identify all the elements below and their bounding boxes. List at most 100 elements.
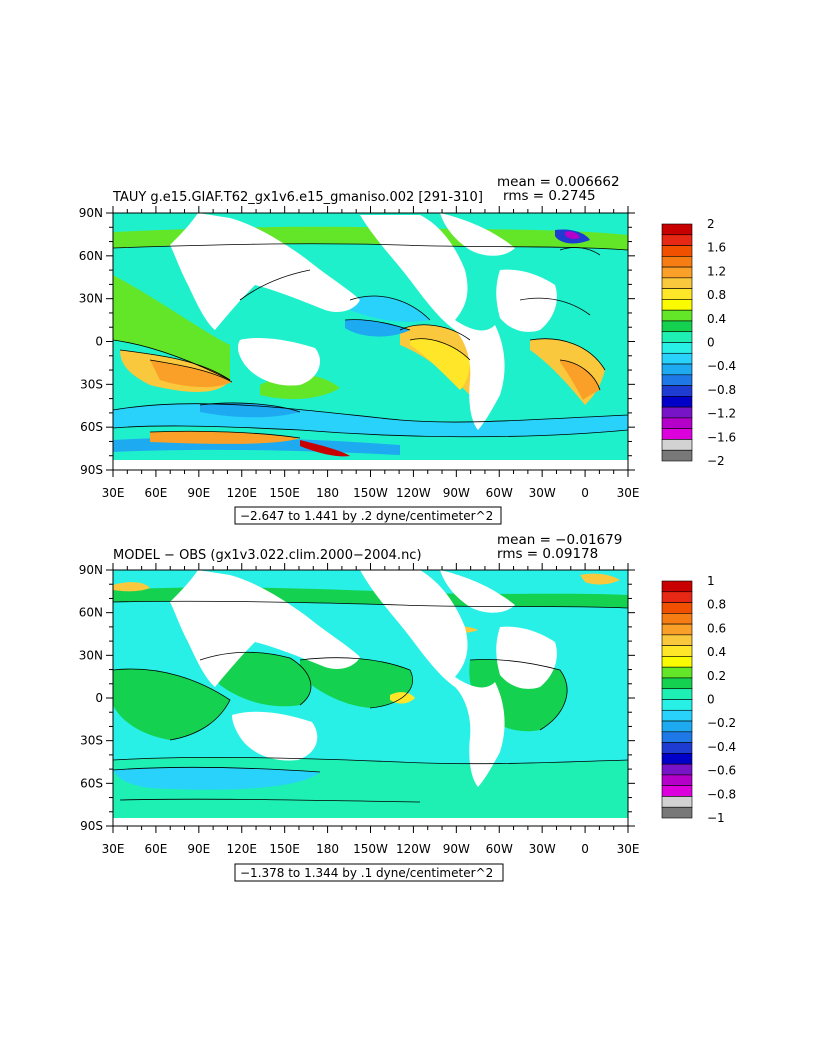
- top-mean-label: mean = 0.006662: [497, 174, 620, 190]
- top-colorbar-label: −1.2: [707, 407, 736, 421]
- bottom-colorbar-label: 0.6: [707, 621, 726, 635]
- top-colorbar-swatch: [661, 245, 693, 257]
- bottom-colorbar-swatch: [661, 580, 693, 593]
- top-colorbar-swatch: [661, 331, 693, 343]
- bottom-colorbar-swatch: [661, 774, 693, 786]
- top-range-box: [234, 506, 502, 525]
- top-colorbar: 2 1.6 1.2 0.8 0.4 0 −0.4 −0.8 −1.2 −1.6 −2: [661, 217, 736, 468]
- bottom-colorbar-swatch: [661, 699, 693, 711]
- bottom-lon-label: 120W: [396, 842, 431, 856]
- top-colorbar-swatch: [661, 234, 693, 246]
- top-colorbar-swatch: [661, 352, 693, 365]
- top-rms-label: rms = 0.2745: [503, 188, 596, 204]
- top-lon-label: 150E: [269, 486, 300, 500]
- bottom-colorbar-label: 0: [707, 693, 715, 707]
- bottom-colorbar-label: −1: [707, 811, 725, 825]
- top-latitude-axis: 90N 60N 30N 0 30S 60S 90S: [79, 206, 635, 477]
- bottom-colorbar-swatch: [661, 591, 693, 603]
- bottom-colorbar-swatch: [661, 656, 693, 668]
- bottom-lat-label: 60S: [80, 776, 103, 790]
- bottom-map-title: MODEL − OBS (gx1v3.022.clim.2000−2004.nc…: [113, 548, 422, 563]
- bottom-colorbar-label: 1: [707, 574, 715, 588]
- top-colorbar-label: 0: [707, 336, 715, 350]
- top-lon-label: 30E: [102, 486, 125, 500]
- top-lon-label: 180: [316, 486, 339, 500]
- bottom-lon-label: 60W: [486, 842, 513, 856]
- top-colorbar-swatch: [661, 266, 693, 279]
- bottom-colorbar-swatch: [661, 753, 693, 765]
- bottom-lon-label: 30W: [529, 842, 556, 856]
- bottom-colorbar-swatch: [661, 806, 693, 819]
- top-colorbar-swatch: [661, 449, 693, 462]
- bottom-colorbar-swatch: [661, 720, 693, 733]
- top-colorbar-label: 1.2: [707, 264, 726, 278]
- bottom-colorbar-label: −0.2: [707, 716, 736, 730]
- bottom-colorbar-swatch: [661, 742, 693, 754]
- bottom-lat-label: 0: [95, 691, 103, 705]
- bottom-lon-label: 90E: [187, 842, 210, 856]
- bottom-colorbar-swatch: [661, 785, 693, 797]
- bottom-lat-label: 30N: [79, 648, 103, 662]
- bottom-colorbar-label: 0.2: [707, 669, 726, 683]
- bottom-colorbar-label: 0.8: [707, 598, 726, 612]
- top-range-label: −2.647 to 1.441 by .2 dyne/centimeter^2: [240, 509, 493, 523]
- bottom-lon-label: 180: [316, 842, 339, 856]
- top-colorbar-label: 0.8: [707, 288, 726, 302]
- bottom-lat-label: 90N: [79, 563, 103, 577]
- bottom-range-box: [234, 863, 504, 882]
- top-colorbar-label: 1.6: [707, 241, 726, 255]
- top-colorbar-swatch: [661, 288, 693, 300]
- top-colorbar-swatch: [661, 417, 693, 429]
- bottom-colorbar-swatch: [661, 613, 693, 625]
- bottom-colorbar-swatch: [661, 763, 693, 776]
- bottom-lat-label: 30S: [80, 734, 103, 748]
- bottom-rms-label: rms = 0.09178: [497, 546, 598, 562]
- top-lon-label: 90W: [443, 486, 470, 500]
- top-lat-label: 60S: [80, 420, 103, 434]
- bottom-lon-label: 30E: [102, 842, 125, 856]
- bottom-map-plot: [112, 569, 629, 827]
- bottom-lon-label: 0: [581, 842, 589, 856]
- top-lat-label: 90S: [80, 463, 103, 477]
- top-lat-label: 90N: [79, 206, 103, 220]
- top-colorbar-swatch: [661, 342, 693, 354]
- top-map-panel: TAUY g.e15.GIAF.T62_gx1v6.e15_gmaniso.00…: [79, 174, 736, 525]
- top-colorbar-swatch: [661, 256, 693, 268]
- top-lon-label: 90E: [187, 486, 210, 500]
- bottom-colorbar-label: −0.8: [707, 787, 736, 801]
- bottom-colorbar-swatch: [661, 666, 693, 679]
- top-colorbar-label: 0.4: [707, 312, 726, 326]
- bottom-lon-label: 120E: [227, 842, 258, 856]
- top-lon-label: 60W: [486, 486, 513, 500]
- top-lat-label: 30N: [79, 292, 103, 306]
- bottom-longitude-axis: 30E 60E 90E 120E 150E 180 150W 120W 90W 60W 30W 0 30…: [102, 563, 640, 856]
- bottom-map-svg: MODEL − OBS (gx1v3.022.clim.2000−2004.nc…: [79, 532, 736, 882]
- top-lat-label: 60N: [79, 249, 103, 263]
- top-colorbar-label: 2: [707, 217, 715, 231]
- top-colorbar-swatch: [661, 320, 693, 333]
- top-colorbar-label: −0.4: [707, 359, 736, 373]
- top-colorbar-swatch: [661, 223, 693, 236]
- top-lat-label: 30S: [80, 377, 103, 391]
- top-colorbar-swatch: [661, 406, 693, 419]
- top-colorbar-swatch: [661, 439, 693, 451]
- top-colorbar-swatch: [661, 374, 693, 386]
- top-colorbar-label: −0.8: [707, 383, 736, 397]
- top-lon-label: 120W: [396, 486, 431, 500]
- top-colorbar-label: −1.6: [707, 430, 736, 444]
- top-lon-label: 30E: [617, 486, 640, 500]
- bottom-colorbar-swatch: [661, 709, 693, 722]
- bottom-colorbar-label: −0.4: [707, 740, 736, 754]
- bottom-colorbar-swatch: [661, 677, 693, 690]
- bottom-lon-label: 150W: [353, 842, 388, 856]
- bottom-map-panel: MODEL − OBS (gx1v3.022.clim.2000−2004.nc…: [0, 530, 818, 890]
- top-colorbar-swatch: [661, 396, 693, 408]
- top-colorbar-swatch: [661, 428, 693, 440]
- bottom-colorbar-swatch: [661, 623, 693, 636]
- top-lon-label: 120E: [227, 486, 258, 500]
- top-lon-label: 150W: [353, 486, 388, 500]
- bottom-lon-label: 30E: [617, 842, 640, 856]
- top-colorbar-swatch: [661, 385, 693, 397]
- bottom-range-label: −1.378 to 1.344 by .1 dyne/centimeter^2: [240, 866, 493, 880]
- bottom-lat-label: 90S: [80, 819, 103, 833]
